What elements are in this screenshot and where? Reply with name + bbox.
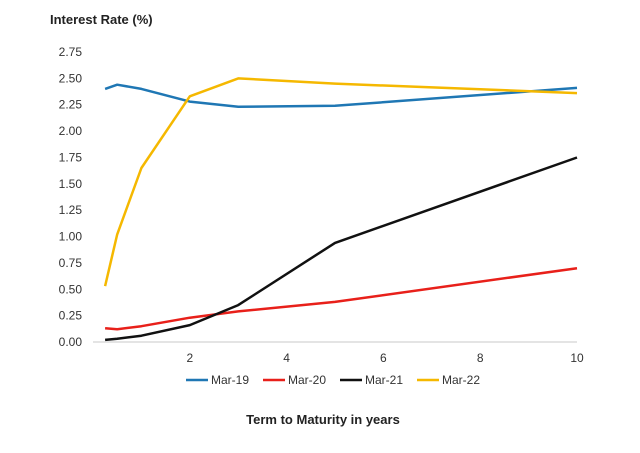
legend-label: Mar-21 [365,373,403,387]
y-tick-label: 0.00 [59,335,83,349]
x-tick-label: 6 [380,351,387,365]
x-tick-label: 10 [570,351,584,365]
legend-label: Mar-22 [442,373,480,387]
legend-label: Mar-20 [288,373,326,387]
series-line-mar-22 [103,77,578,287]
y-tick-label: 1.75 [59,150,83,164]
y-axis-ticks: 0.00 0.25 0.50 0.75 1.00 1.25 1.50 1.75 2.00 2.25… [59,45,83,349]
series-line-mar-20 [104,266,578,331]
y-tick-label: 0.50 [59,282,83,296]
y-tick-label: 0.75 [59,256,83,270]
series-line-mar-19 [104,83,578,109]
y-tick-label: 2.50 [59,71,83,85]
x-tick-label: 2 [186,351,193,365]
legend-label: Mar-19 [211,373,249,387]
y-tick-label: 2.75 [59,45,83,59]
y-axis-title: Interest Rate (%) [50,12,153,27]
x-tick-label: 8 [477,351,484,365]
series-lines [103,77,578,342]
y-tick-label: 2.25 [59,98,83,112]
x-tick-label: 4 [283,351,290,365]
y-tick-label: 2.00 [59,124,83,138]
y-tick-label: 1.00 [59,230,83,244]
series-line-mar-21 [104,156,578,342]
x-axis-title: Term to Maturity in years [246,412,400,427]
legend: Mar-19 Mar-20 Mar-21 Mar-22 [186,373,480,387]
y-tick-label: 0.25 [59,309,83,323]
y-tick-label: 1.50 [59,177,83,191]
x-axis-ticks: 2 4 6 8 10 [186,351,584,365]
y-tick-label: 1.25 [59,203,83,217]
